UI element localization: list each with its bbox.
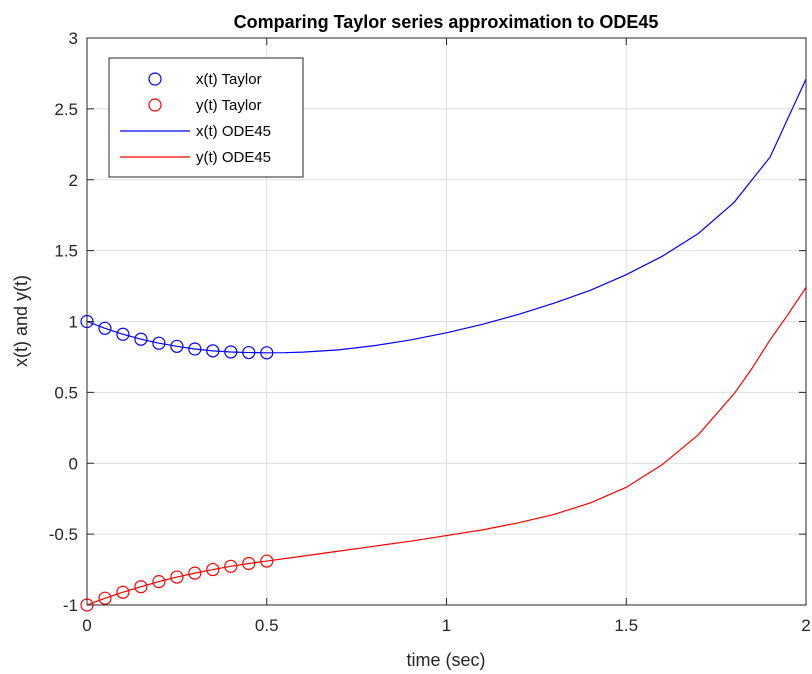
data-point-y-t-taylor (188, 566, 202, 580)
data-point-y-t-taylor (98, 591, 112, 605)
legend-entry-label: x(t) Taylor (196, 71, 262, 88)
y-tick-label: 0.5 (54, 383, 78, 402)
x-axis-label: time (sec) (406, 650, 485, 670)
legend-entry-label: x(t) ODE45 (196, 123, 271, 140)
legend-marker-swatch (148, 98, 162, 112)
series-line-x-t-ode45 (86, 78, 807, 354)
series-line-y-t-ode45 (86, 287, 807, 606)
chart-title: Comparing Taylor series approximation to… (234, 12, 659, 32)
y-tick-label: 2 (69, 171, 78, 190)
y-tick-label: 1 (69, 313, 78, 332)
data-point-y-t-taylor (206, 562, 220, 577)
legend-marker-swatch (148, 72, 162, 86)
x-tick-label: 1 (442, 616, 451, 635)
y-tick-label: -0.5 (49, 525, 78, 544)
legend-entry-label: y(t) Taylor (196, 97, 262, 114)
y-tick-labels: -1 -0.5 0 0.5 1 1.5 2 2.5 3 (49, 29, 78, 615)
x-tick-label: 1.5 (614, 616, 638, 635)
data-point-x-t-taylor (98, 321, 112, 335)
data-point-y-t-taylor (134, 580, 148, 594)
data-point-x-t-taylor (170, 339, 184, 353)
y-tick-label: 1.5 (54, 242, 78, 261)
grid (87, 38, 806, 605)
data-point-y-t-taylor (170, 570, 184, 584)
x-tick-label: 0 (82, 616, 91, 635)
y-tick-label: -1 (63, 596, 78, 615)
data-point-x-t-taylor (116, 327, 130, 341)
legend-entry-label: y(t) ODE45 (196, 149, 271, 166)
y-tick-label: 3 (69, 29, 78, 48)
data-point-x-t-taylor (152, 336, 166, 350)
x-tick-label: 2 (801, 616, 810, 635)
y-tick-label: 2.5 (54, 100, 78, 119)
data-point-y-t-taylor (260, 554, 274, 568)
y-tick-label: 0 (69, 454, 78, 473)
legend: x(t) Taylor y(t) Taylor x(t) ODE45 y(t) ODE… (108, 57, 304, 178)
data-point-y-t-taylor (116, 585, 130, 599)
ticks (86, 37, 807, 606)
data-point-y-t-taylor (152, 575, 166, 589)
y-axis-label: x(t) and y(t) (11, 275, 31, 367)
x-tick-labels: 0 0.5 1 1.5 2 (82, 616, 810, 635)
data-point-x-t-taylor (188, 342, 202, 356)
data-point-x-t-taylor (134, 332, 148, 346)
x-tick-label: 0.5 (255, 616, 279, 635)
data-point-y-t-taylor (242, 556, 256, 571)
data-point-y-t-taylor (224, 559, 238, 573)
